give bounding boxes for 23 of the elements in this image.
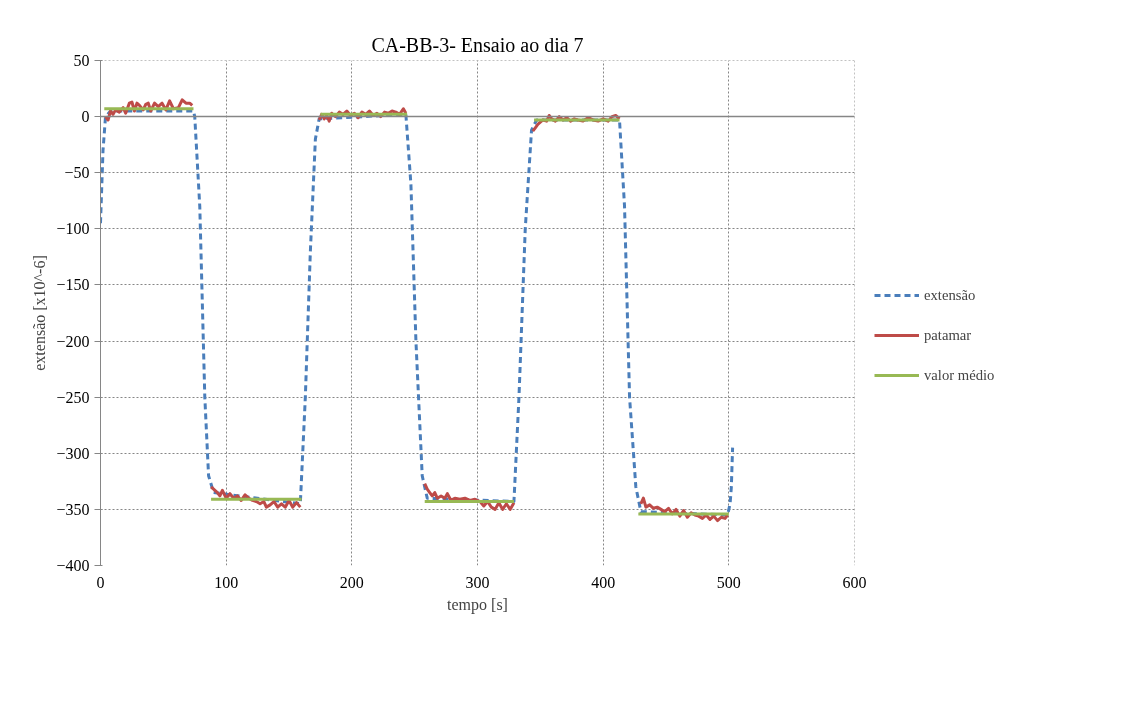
x-tick-label: 300 <box>465 573 490 591</box>
y-axis-title: extensão [x10^-6] <box>31 255 49 371</box>
y-tick-label: −250 <box>56 388 90 406</box>
y-tick-label: 0 <box>81 108 90 126</box>
legend-label: valor médio <box>924 366 995 384</box>
x-tick-label: 100 <box>214 573 239 591</box>
x-axis-title: tempo [s] <box>447 595 508 614</box>
y-tick-label: −100 <box>56 220 90 238</box>
y-tick-label: −200 <box>56 332 90 350</box>
y-tick-label: −400 <box>56 557 90 574</box>
x-tick-label: 0 <box>96 573 105 591</box>
y-tick-label: −150 <box>56 276 90 294</box>
legend-label: patamar <box>924 326 972 344</box>
y-tick-label: −300 <box>56 444 90 462</box>
y-tick-label: −350 <box>56 500 90 518</box>
y-tick-label: 50 <box>73 52 90 69</box>
legend-label: extensão <box>924 286 976 304</box>
x-tick-label: 600 <box>842 573 867 591</box>
y-tick-label: −50 <box>64 164 90 182</box>
x-tick-label: 200 <box>339 573 364 591</box>
x-tick-label: 500 <box>716 573 741 591</box>
x-tick-label: 400 <box>591 573 616 591</box>
chart-title: CA-BB-3- Ensaio ao dia 7 <box>371 33 584 56</box>
